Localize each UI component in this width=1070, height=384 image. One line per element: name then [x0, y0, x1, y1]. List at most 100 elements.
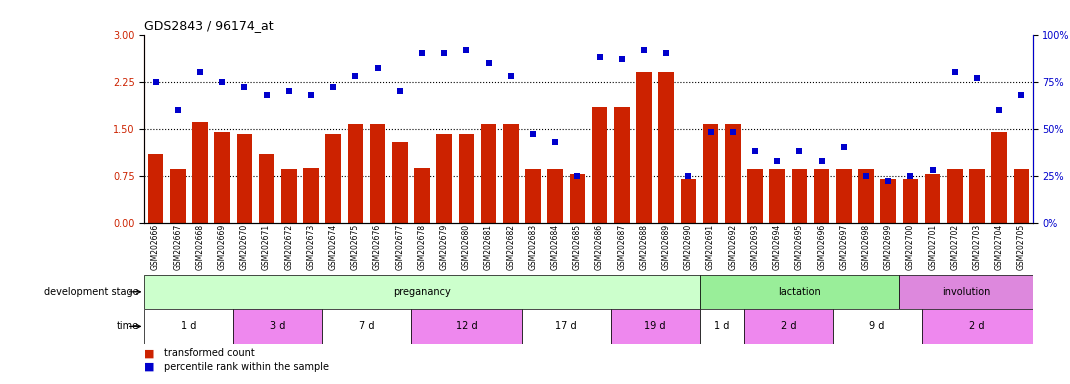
Text: GSM202703: GSM202703	[973, 224, 981, 270]
Text: GSM202697: GSM202697	[839, 224, 849, 270]
Bar	[992, 132, 1007, 223]
Point	[435, 50, 453, 56]
Point	[857, 173, 874, 179]
Bar	[832, 309, 921, 344]
Bar	[348, 124, 363, 223]
Text: GSM202674: GSM202674	[328, 224, 338, 270]
Point	[392, 88, 409, 94]
Bar	[525, 169, 540, 223]
Bar	[947, 169, 963, 223]
Point	[458, 46, 475, 53]
Text: GSM202701: GSM202701	[928, 224, 937, 270]
Bar	[459, 134, 474, 223]
Text: GSM202687: GSM202687	[617, 224, 626, 270]
Text: GSM202693: GSM202693	[750, 224, 760, 270]
Bar	[924, 174, 941, 223]
Point	[192, 69, 209, 75]
Point	[747, 148, 764, 154]
Bar	[681, 179, 697, 223]
Bar	[437, 134, 452, 223]
Text: involution: involution	[942, 287, 990, 297]
Text: lactation: lactation	[778, 287, 821, 297]
Point	[214, 79, 231, 85]
Text: 2 d: 2 d	[781, 321, 796, 331]
Bar	[814, 169, 829, 223]
Point	[836, 144, 853, 151]
Bar	[325, 134, 341, 223]
Text: percentile rank within the sample: percentile rank within the sample	[164, 362, 328, 372]
Bar	[322, 309, 411, 344]
Text: GSM202667: GSM202667	[173, 224, 182, 270]
Bar	[480, 124, 496, 223]
Text: transformed count: transformed count	[164, 348, 255, 358]
Text: 17 d: 17 d	[555, 321, 577, 331]
Point	[147, 79, 164, 85]
Text: development stage: development stage	[45, 287, 139, 297]
Bar	[836, 169, 852, 223]
Point	[591, 54, 608, 60]
Text: ■: ■	[144, 348, 155, 358]
Text: GSM202668: GSM202668	[196, 224, 204, 270]
Text: GSM202689: GSM202689	[661, 224, 671, 270]
Bar	[747, 169, 763, 223]
Point	[547, 139, 564, 145]
Text: GSM202690: GSM202690	[684, 224, 693, 270]
Bar	[969, 169, 984, 223]
Bar	[700, 309, 744, 344]
Text: preganancy: preganancy	[393, 287, 450, 297]
Text: time: time	[117, 321, 139, 331]
Point	[991, 107, 1008, 113]
Bar	[700, 275, 899, 309]
Bar	[193, 122, 208, 223]
Bar	[592, 107, 608, 223]
Text: GSM202704: GSM202704	[995, 224, 1004, 270]
Bar	[548, 169, 563, 223]
Bar	[144, 309, 233, 344]
Text: 1 d: 1 d	[714, 321, 730, 331]
Point	[303, 92, 320, 98]
Text: 9 d: 9 d	[870, 321, 885, 331]
Text: 2 d: 2 d	[969, 321, 984, 331]
Bar	[170, 169, 185, 223]
Bar	[411, 309, 522, 344]
Point	[946, 69, 963, 75]
Text: GSM202694: GSM202694	[773, 224, 782, 270]
Point	[169, 107, 186, 113]
Text: ■: ■	[144, 362, 155, 372]
Bar	[303, 168, 319, 223]
Point	[968, 75, 985, 81]
Bar	[144, 275, 700, 309]
Text: GSM202672: GSM202672	[285, 224, 293, 270]
Bar	[744, 309, 832, 344]
Bar	[414, 168, 430, 223]
Text: GSM202675: GSM202675	[351, 224, 360, 270]
Bar	[503, 124, 519, 223]
Text: 3 d: 3 d	[270, 321, 286, 331]
Text: 7 d: 7 d	[358, 321, 374, 331]
Text: GSM202691: GSM202691	[706, 224, 715, 270]
Point	[679, 173, 697, 179]
Point	[902, 173, 919, 179]
Text: GSM202676: GSM202676	[373, 224, 382, 270]
Bar	[921, 309, 1033, 344]
Point	[768, 157, 785, 164]
Bar	[899, 275, 1033, 309]
Point	[347, 73, 364, 79]
Text: GSM202682: GSM202682	[506, 224, 516, 270]
Text: GSM202692: GSM202692	[729, 224, 737, 270]
Text: GSM202677: GSM202677	[395, 224, 404, 270]
Point	[569, 173, 586, 179]
Point	[524, 131, 541, 137]
Bar	[611, 309, 700, 344]
Bar	[769, 169, 785, 223]
Point	[702, 129, 719, 136]
Text: GSM202686: GSM202686	[595, 224, 605, 270]
Text: GSM202700: GSM202700	[906, 224, 915, 270]
Point	[636, 46, 653, 53]
Bar	[522, 309, 611, 344]
Bar	[614, 107, 629, 223]
Bar	[281, 169, 296, 223]
Text: 12 d: 12 d	[456, 321, 477, 331]
Point	[924, 167, 942, 173]
Text: GSM202702: GSM202702	[950, 224, 960, 270]
